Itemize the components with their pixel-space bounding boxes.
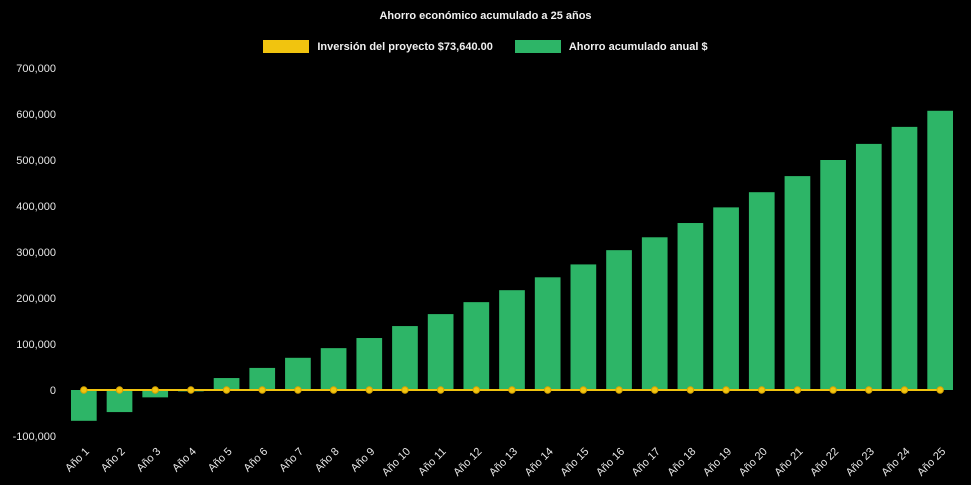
x-tick-label: Año 14 (523, 446, 556, 479)
investment-line-marker (187, 386, 195, 394)
investment-line-marker (472, 386, 481, 394)
investment-line-marker (294, 386, 302, 394)
investment-line-marker (329, 386, 338, 394)
legend-item-savings[interactable]: Ahorro acumulado anual $ (514, 40, 708, 53)
x-tick-label: Año 24 (879, 446, 912, 479)
bar-año-18 (677, 223, 704, 390)
y-tick-label: 400,000 (16, 201, 56, 213)
y-tick-label: 300,000 (16, 247, 56, 259)
x-tick-label: Año 7 (277, 446, 306, 475)
legend-item-investment[interactable]: Inversión del proyecto $73,640.00 (263, 40, 493, 53)
investment-line-marker (579, 386, 588, 394)
bar-año-17 (641, 237, 668, 390)
bar-año-15 (570, 264, 597, 390)
x-tick-label: Año 21 (772, 446, 805, 479)
legend-swatch-investment-icon (263, 40, 310, 53)
investment-line-marker (936, 386, 944, 394)
legend-label-investment: Inversión del proyecto $73,640.00 (317, 40, 493, 53)
x-tick-label: Año 20 (737, 446, 770, 479)
x-tick-label: Año 13 (487, 446, 520, 479)
investment-line-marker (758, 386, 766, 394)
x-tick-label: Año 19 (701, 446, 734, 479)
y-tick-label: 700,000 (16, 63, 56, 75)
x-tick-label: Año 18 (665, 446, 698, 479)
x-tick-label: Año 5 (206, 446, 235, 475)
bar-año-14 (534, 277, 561, 390)
x-tick-label: Año 17 (630, 446, 663, 479)
bar-año-11 (427, 314, 454, 390)
x-tick-label: Año 8 (313, 446, 342, 475)
investment-line-marker (793, 386, 802, 394)
bar-año-25 (927, 110, 954, 390)
x-tick-label: Año 10 (380, 446, 413, 479)
y-tick-label: 100,000 (16, 339, 56, 351)
investment-line-marker (865, 386, 873, 394)
bar-año-21 (784, 176, 811, 390)
x-tick-label: Año 16 (594, 446, 627, 479)
bar-año-8 (320, 348, 347, 390)
investment-line-marker (151, 386, 159, 394)
bar-año-9 (356, 338, 383, 390)
x-tick-label: Año 15 (558, 446, 591, 479)
bar-año-16 (606, 250, 632, 390)
investment-line-marker (258, 386, 266, 394)
bar-año-7 (285, 357, 311, 390)
investment-line-marker (80, 386, 88, 394)
x-tick-label: Año 2 (99, 446, 128, 475)
investment-line-marker (365, 386, 373, 394)
investment-line-marker (436, 386, 445, 394)
y-tick-label: -100,000 (13, 431, 56, 443)
bar-año-5 (213, 378, 240, 390)
x-tick-label: Año 11 (416, 446, 449, 479)
bar-año-24 (891, 126, 918, 390)
y-tick-label: 200,000 (16, 293, 56, 305)
bar-año-23 (855, 143, 882, 390)
legend-swatch-savings-icon (514, 40, 561, 53)
x-tick-label: Año 1 (63, 446, 92, 475)
x-tick-label: Año 25 (915, 446, 948, 479)
investment-line-marker (651, 386, 659, 394)
investment-line-marker (543, 386, 552, 394)
investment-line-marker (900, 386, 909, 394)
legend: Inversión del proyecto $73,640.00 Ahorro… (0, 40, 971, 53)
bar-año-22 (820, 160, 846, 390)
x-tick-label: Año 9 (349, 446, 378, 475)
investment-line-marker (508, 386, 516, 394)
y-tick-label: 600,000 (16, 109, 56, 121)
y-tick-label: 0 (50, 385, 56, 397)
bar-año-6 (249, 367, 276, 390)
investment-line-marker (115, 386, 124, 394)
y-tick-label: 500,000 (16, 155, 56, 167)
bar-año-2 (106, 390, 133, 413)
investment-line-marker (686, 386, 695, 394)
bar-año-19 (713, 207, 739, 390)
investment-line-marker (222, 386, 231, 394)
chart-title: Ahorro económico acumulado a 25 años (379, 10, 592, 22)
bar-año-1 (70, 390, 97, 421)
investment-line-marker (722, 386, 730, 394)
x-tick-label: Año 23 (844, 446, 877, 479)
legend-label-savings: Ahorro acumulado anual $ (568, 40, 708, 53)
investment-line-marker (829, 386, 837, 394)
x-tick-label: Año 6 (242, 446, 271, 475)
investment-line-marker (401, 386, 409, 394)
investment-line-marker (615, 386, 623, 394)
bar-año-13 (499, 290, 525, 390)
x-tick-label: Año 4 (170, 446, 199, 475)
bar-año-12 (463, 302, 490, 390)
x-tick-label: Año 22 (808, 446, 841, 479)
x-tick-label: Año 3 (135, 446, 164, 475)
bar-año-20 (748, 192, 775, 390)
x-tick-label: Año 12 (451, 446, 484, 479)
bar-año-10 (392, 326, 418, 390)
